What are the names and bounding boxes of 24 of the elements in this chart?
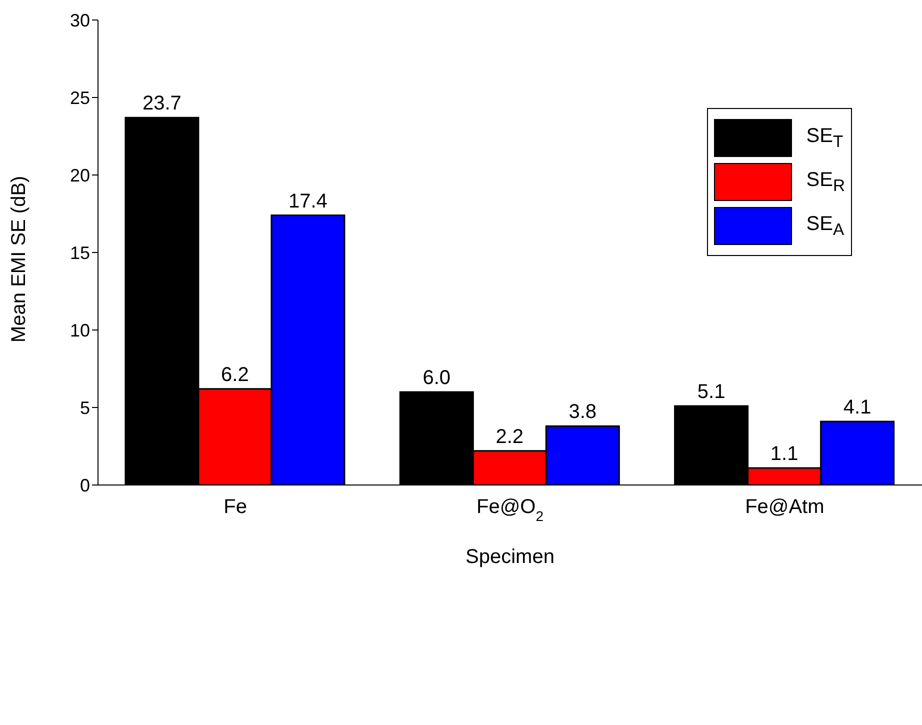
data-label: 3.8	[568, 401, 597, 424]
data-label: 6.0	[422, 367, 451, 389]
legend-label: SE$_{A}$	[806, 212, 844, 240]
x-axis-title: Specimen	[466, 546, 554, 568]
x-tick-label: Fe@Atm	[745, 496, 824, 518]
data-label: 4.1	[843, 396, 872, 418]
y-tick-label: 20	[70, 165, 90, 186]
x-tick-label: Fe@O$_{2}$	[476, 496, 544, 524]
data-label: 6.2	[221, 364, 249, 386]
y-tick-label: 30	[70, 10, 90, 30]
y-tick-label: 25	[70, 88, 90, 108]
data-label: 17.4	[288, 190, 328, 212]
data-label: 2.2	[496, 426, 524, 448]
legend-label: SE$_{T}$	[806, 124, 844, 152]
x-tick-label: Fe	[224, 496, 248, 518]
legend-label: SE$_{R}$	[806, 168, 845, 196]
y-tick-label: 15	[70, 242, 90, 263]
y-axis-title: Mean EMI SE (dB)	[8, 176, 30, 342]
data-label: 23.7	[142, 92, 182, 115]
data-label: 1.1	[770, 442, 798, 465]
data-label: 5.1	[697, 380, 726, 403]
y-tick-label: 0	[80, 475, 90, 496]
y-tick-label: 5	[80, 398, 90, 418]
y-tick-label: 10	[70, 320, 90, 340]
